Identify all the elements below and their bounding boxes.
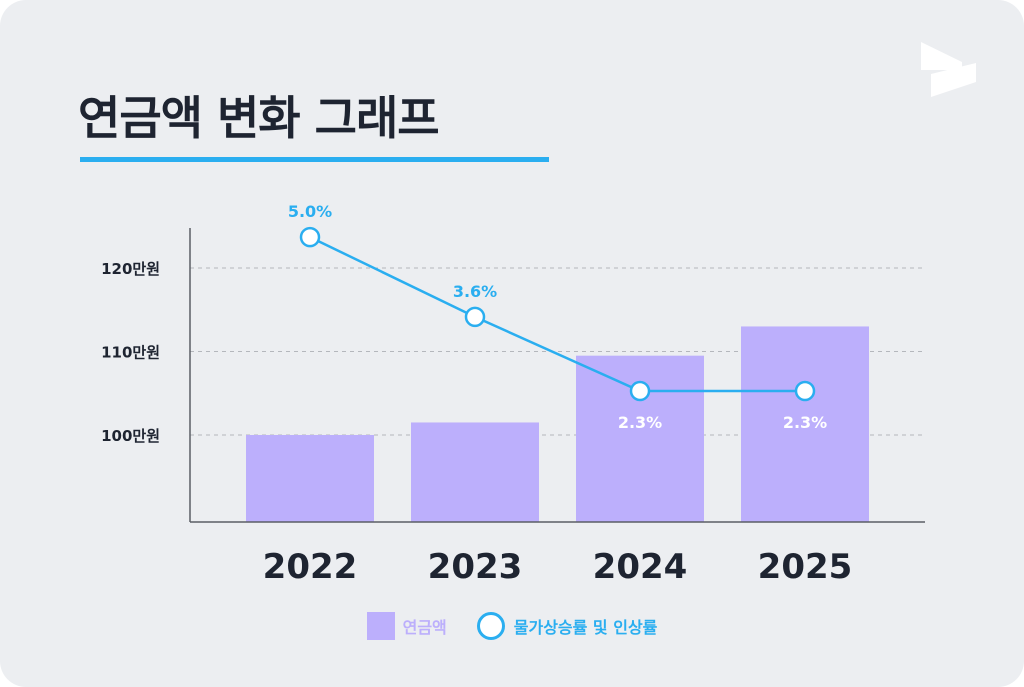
title-underline: [80, 157, 549, 162]
legend-label-bar: 연금액: [402, 618, 447, 637]
legend-label-line: 물가상승률 및 인상률: [513, 618, 658, 637]
legend-item-line: 물가상승률 및 인상률: [447, 612, 658, 640]
chart-title: 연금액 변화 그래프: [78, 91, 440, 145]
bar-2024: [576, 355, 704, 522]
legend-swatch-line: [476, 612, 505, 640]
line-point: [629, 380, 651, 402]
line-data-label: 2.3%: [783, 413, 827, 432]
x-tick-label: 2022: [263, 547, 358, 587]
bar-2022: [246, 435, 374, 522]
line-data-label: 2.3%: [618, 413, 662, 432]
x-tick-label: 2023: [428, 547, 523, 587]
line-data-label: 3.6%: [453, 282, 497, 301]
brand-logo-icon: [921, 42, 976, 97]
chart-legend: 연금액 물가상승률 및 인상률: [0, 612, 1024, 640]
legend-item-bar: 연금액: [366, 612, 447, 640]
bar-2023: [411, 422, 539, 522]
x-tick-label: 2024: [593, 547, 688, 587]
y-tick-label: 110만원: [101, 344, 160, 362]
x-tick-label: 2025: [758, 547, 853, 587]
line-point: [794, 380, 816, 402]
line-point: [464, 306, 486, 328]
bar-2025: [741, 326, 869, 522]
line-series-path: [309, 235, 805, 393]
legend-swatch-bar: [366, 612, 395, 640]
line-point: [299, 226, 321, 248]
y-tick-label: 100만원: [101, 427, 160, 445]
line-data-label: 5.0%: [288, 202, 332, 221]
y-tick-label: 120만원: [101, 260, 160, 278]
chart-plot: 100만원 110만원 120만원 2022 2023 2024 2025 5.0% 3.6% 2…: [101, 202, 925, 587]
